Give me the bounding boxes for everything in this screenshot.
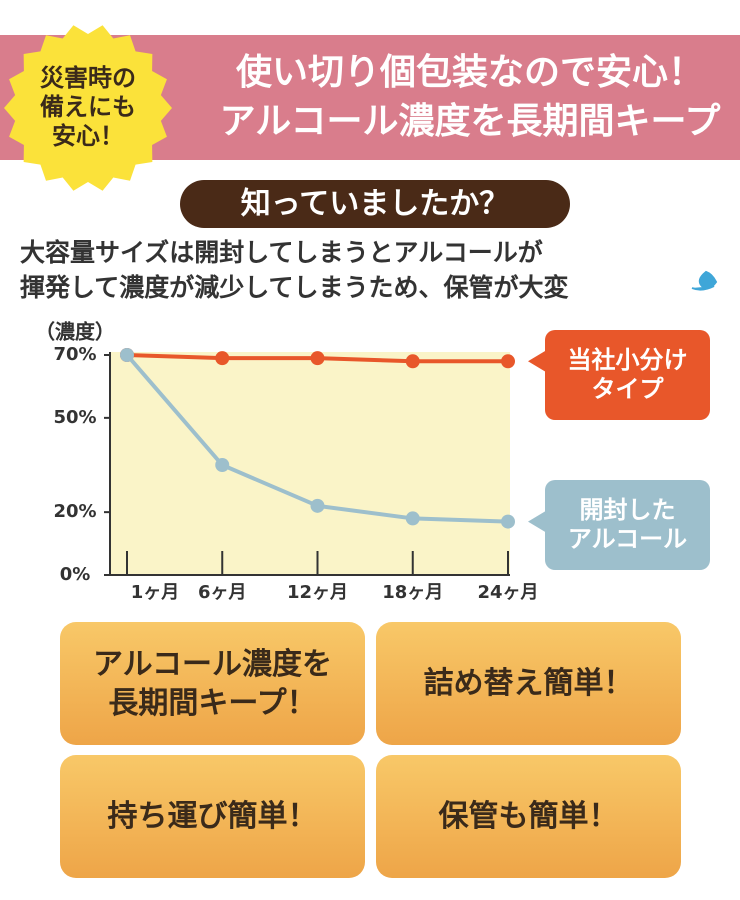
data-point xyxy=(405,354,420,369)
callout-pointer xyxy=(528,349,548,374)
y-axis-label: （濃度） xyxy=(35,320,115,344)
y-tick-label: 20% xyxy=(53,501,96,522)
data-point xyxy=(501,354,515,369)
x-tick-label: 6ヶ月 xyxy=(198,582,247,603)
y-tick-label: 50% xyxy=(53,407,96,428)
x-tick-label: 1ヶ月 xyxy=(131,582,180,603)
data-point xyxy=(310,351,325,366)
legend-entry: 当社小分け タイプ xyxy=(545,330,710,420)
feature-box: 持ち運び簡単！ xyxy=(60,755,365,878)
feature-box: アルコール濃度を 長期間キープ！ xyxy=(60,622,365,745)
y-tick-label: 0% xyxy=(60,564,91,585)
callout-pointer xyxy=(528,509,548,534)
intro-text: 大容量サイズは開封してしまうとアルコールが 揮発して濃度が減少してしまうため、保… xyxy=(20,238,569,302)
x-tick-label: 18ヶ月 xyxy=(382,582,443,603)
plot-background xyxy=(110,352,510,575)
x-tick-label: 24ヶ月 xyxy=(477,582,538,603)
legend-entry: 開封した アルコール xyxy=(545,480,710,570)
data-point xyxy=(405,511,420,526)
banner-title: 使い切り個包装なので安心！ アルコール濃度を長期間キープ xyxy=(219,51,721,142)
feature-box: 保管も簡単！ xyxy=(376,755,681,878)
badge-burst xyxy=(4,25,172,191)
data-point xyxy=(310,498,325,513)
badge-text: 災害時の 備えにも 安心！ xyxy=(40,64,136,150)
x-tick-label: 12ヶ月 xyxy=(287,582,348,603)
heading-pill xyxy=(180,180,570,228)
data-point xyxy=(501,514,515,529)
y-tick-label: 70% xyxy=(53,344,96,365)
data-point xyxy=(215,351,230,366)
feature-box: 詰め替え簡単！ xyxy=(376,622,681,745)
sweat-icon xyxy=(691,270,718,291)
data-point xyxy=(215,458,230,472)
intro-heading: 知っていましたか？ xyxy=(241,187,510,222)
data-point xyxy=(120,348,134,362)
